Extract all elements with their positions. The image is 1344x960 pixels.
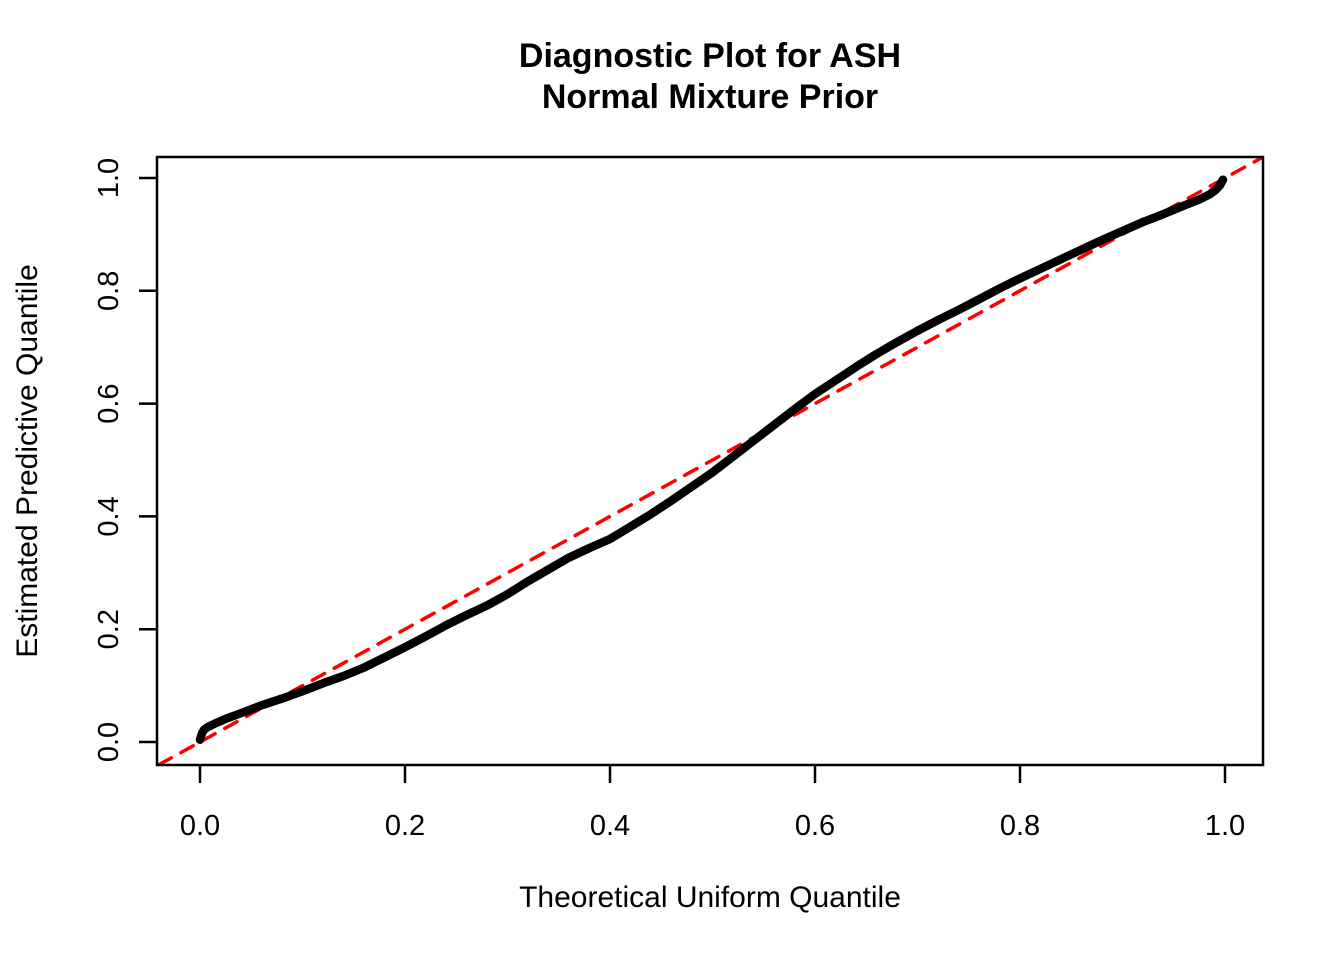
y-tick-label: 0.6 [93, 383, 125, 423]
x-tick-label: 0.8 [1000, 810, 1040, 842]
chart-title: Diagnostic Plot for ASH Normal Mixture P… [157, 36, 1263, 118]
identity-reference-line [157, 157, 1263, 765]
x-tick-label: 0.4 [590, 810, 630, 842]
y-tick-label: 0.2 [93, 609, 125, 649]
plot-frame [155, 155, 1265, 767]
x-axis-label: Theoretical Uniform Quantile [519, 881, 901, 914]
y-tick-label: 0.8 [93, 271, 125, 311]
x-tick-label: 0.6 [795, 810, 835, 842]
y-tick-label: 0.4 [93, 496, 125, 536]
y-axis-label: Estimated Predictive Quantile [11, 264, 44, 658]
x-tick-label: 0.0 [180, 810, 220, 842]
y-tick-label: 1.0 [93, 158, 125, 198]
chart-title-line-2: Normal Mixture Prior [541, 78, 879, 116]
chart-title-line-1: Diagnostic Plot for ASH [518, 37, 902, 75]
y-tick-label: 0.0 [93, 722, 125, 762]
x-tick-label: 1.0 [1205, 810, 1245, 842]
estimated-predictive-quantiles [195, 175, 1228, 744]
x-tick-label: 0.2 [385, 810, 425, 842]
